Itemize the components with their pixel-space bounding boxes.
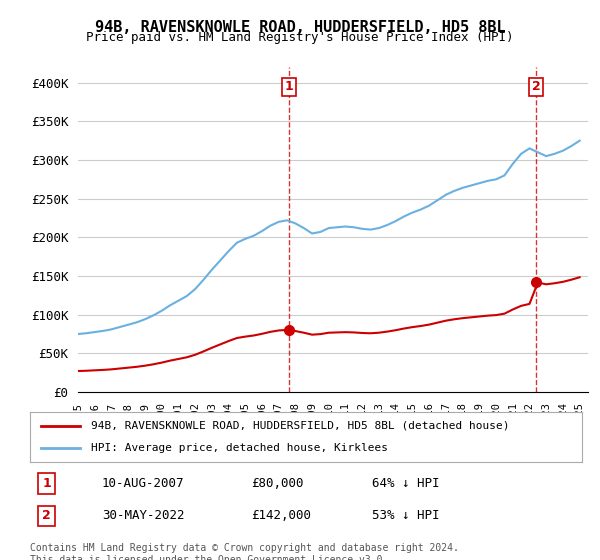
Text: HPI: Average price, detached house, Kirklees: HPI: Average price, detached house, Kirk…: [91, 443, 388, 453]
Text: 94B, RAVENSKNOWLE ROAD, HUDDERSFIELD, HD5 8BL (detached house): 94B, RAVENSKNOWLE ROAD, HUDDERSFIELD, HD…: [91, 421, 509, 431]
Text: 53% ↓ HPI: 53% ↓ HPI: [372, 510, 440, 522]
Text: 30-MAY-2022: 30-MAY-2022: [102, 510, 184, 522]
Text: 1: 1: [284, 80, 293, 93]
Text: 94B, RAVENSKNOWLE ROAD, HUDDERSFIELD, HD5 8BL: 94B, RAVENSKNOWLE ROAD, HUDDERSFIELD, HD…: [95, 20, 505, 35]
Text: 10-AUG-2007: 10-AUG-2007: [102, 477, 184, 490]
Text: £142,000: £142,000: [251, 510, 311, 522]
Text: Contains HM Land Registry data © Crown copyright and database right 2024.
This d: Contains HM Land Registry data © Crown c…: [30, 543, 459, 560]
Text: £80,000: £80,000: [251, 477, 304, 490]
Text: 1: 1: [42, 477, 51, 490]
Text: Price paid vs. HM Land Registry's House Price Index (HPI): Price paid vs. HM Land Registry's House …: [86, 31, 514, 44]
Text: 2: 2: [532, 80, 541, 93]
Text: 2: 2: [42, 510, 51, 522]
Text: 64% ↓ HPI: 64% ↓ HPI: [372, 477, 440, 490]
